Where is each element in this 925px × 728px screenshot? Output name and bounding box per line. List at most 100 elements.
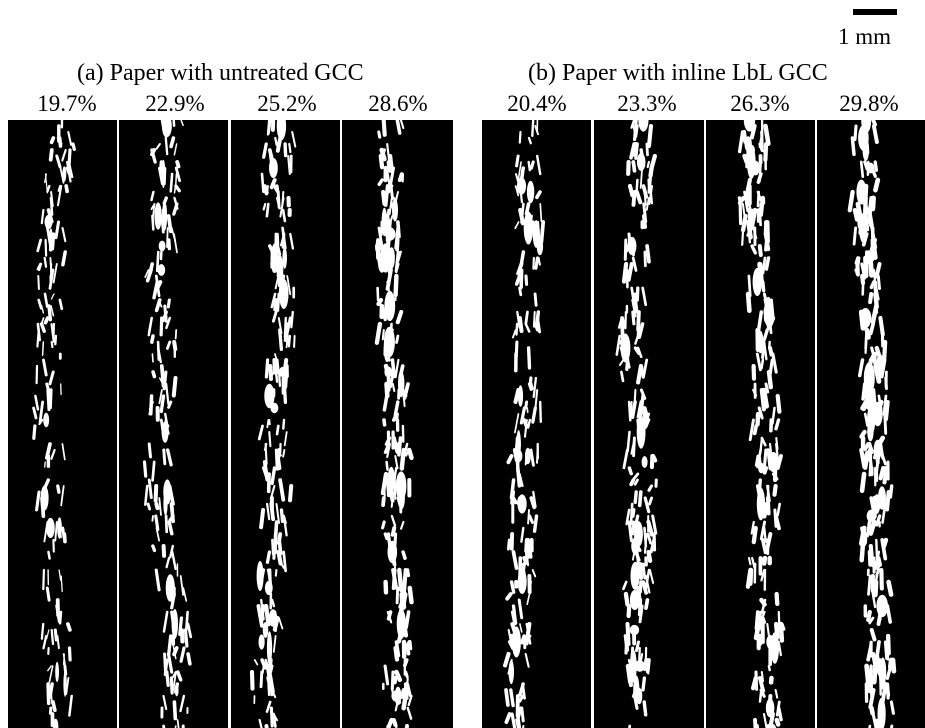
fiber-segment	[761, 340, 766, 360]
fiber-segment	[522, 724, 525, 728]
fiber-segment	[765, 220, 770, 244]
fiber-segment	[632, 120, 638, 142]
fiber-segment	[282, 514, 287, 525]
fiber-blob	[46, 517, 55, 539]
fiber-segment	[390, 514, 397, 527]
fiber-segment	[376, 297, 384, 307]
fiber-segment	[169, 136, 176, 149]
fiber-segment	[287, 154, 291, 176]
fiber-segment	[531, 569, 537, 578]
fiber-segment	[278, 617, 284, 630]
fiber-segment	[45, 586, 51, 602]
fiber-segment	[768, 340, 771, 350]
fiber-blob	[279, 366, 287, 378]
fiber-segment	[745, 567, 753, 589]
fiber-segment	[147, 478, 153, 500]
fiber-segment	[49, 196, 54, 216]
fiber-segment	[737, 195, 746, 206]
fiber-segment	[289, 232, 295, 250]
fiber-segment	[44, 238, 48, 257]
fiber-segment	[378, 153, 385, 170]
fiber-segment	[50, 322, 55, 343]
fiber-segment	[760, 358, 765, 370]
fiber-blob	[165, 574, 175, 602]
fiber-segment	[515, 718, 521, 728]
fiber-segment	[162, 610, 169, 633]
fiber-segment	[395, 334, 400, 344]
fiber-segment	[179, 694, 186, 713]
fiber-blob	[40, 485, 49, 511]
fiber-blob	[517, 570, 527, 594]
fiber-segment	[760, 538, 768, 555]
fiber-segment	[174, 166, 181, 183]
fiber-segment	[537, 257, 541, 266]
fiber-segment	[762, 555, 768, 566]
fiber-segment	[506, 454, 514, 465]
fiber-blob	[879, 657, 887, 687]
fiber-segment	[625, 508, 631, 526]
fiber-segment	[861, 382, 867, 401]
fiber-segment	[280, 563, 285, 570]
fiber-segment	[633, 478, 639, 486]
fiber-segment	[643, 250, 647, 268]
fiber-segment	[167, 634, 173, 657]
fiber-segment	[396, 220, 401, 239]
fiber-blob	[517, 385, 524, 407]
fiber-segment	[386, 280, 391, 292]
fiber-segment	[47, 665, 52, 672]
fiber-segment	[641, 580, 648, 595]
sample-label: 29.8%	[839, 91, 899, 116]
fiber-segment	[507, 628, 513, 649]
fiber-segment	[647, 484, 654, 492]
fiber-blob	[746, 144, 755, 156]
fiber-segment	[526, 593, 531, 606]
fiber-segment	[863, 412, 869, 427]
fiber-segment	[528, 376, 533, 385]
fiber-segment	[150, 334, 155, 344]
fiber-segment	[395, 120, 402, 135]
fiber-segment	[753, 718, 758, 728]
fiber-segment	[641, 562, 647, 580]
fiber-blob	[632, 568, 640, 584]
fiber-segment	[865, 220, 870, 232]
fiber-segment	[762, 328, 769, 342]
fiber-segment	[183, 628, 189, 648]
fiber-blob	[631, 537, 640, 555]
fiber-segment	[771, 352, 778, 374]
fiber-segment	[520, 202, 525, 224]
fiber-segment	[399, 592, 403, 605]
fiber-segment	[852, 207, 860, 222]
scale-bar-label: 1 mm	[838, 24, 892, 49]
fiber-segment	[526, 407, 529, 414]
fiber-segment	[395, 238, 400, 252]
fiber-segment	[757, 454, 762, 465]
fiber-segment	[524, 400, 529, 409]
fiber-segment	[170, 496, 175, 515]
fiber-blob	[873, 439, 882, 461]
fiber-segment	[282, 550, 287, 573]
fiber-segment	[402, 382, 410, 400]
fiber-segment	[646, 123, 654, 148]
fiber-segment	[142, 460, 148, 478]
fiber-segment	[171, 376, 178, 398]
fiber-segment	[38, 418, 44, 426]
fiber-segment	[384, 381, 390, 399]
fiber-blob	[256, 561, 264, 591]
fiber-segment	[533, 322, 540, 332]
fiber-segment	[514, 185, 520, 197]
fiber-segment	[47, 304, 53, 322]
fiber-segment	[868, 322, 875, 336]
fiber-segment	[275, 358, 280, 375]
fiber-segment	[172, 646, 179, 657]
fiber-segment	[626, 430, 631, 453]
micrograph-panel	[119, 120, 228, 728]
fiber-segment	[777, 640, 783, 657]
fiber-segment	[47, 689, 52, 699]
fiber-segment	[42, 568, 46, 591]
fiber-segment	[754, 610, 760, 631]
fiber-segment	[536, 154, 542, 176]
fiber-segment	[528, 514, 534, 524]
fiber-segment	[158, 160, 164, 175]
fiber-segment	[50, 628, 55, 646]
fiber-segment	[867, 640, 872, 661]
